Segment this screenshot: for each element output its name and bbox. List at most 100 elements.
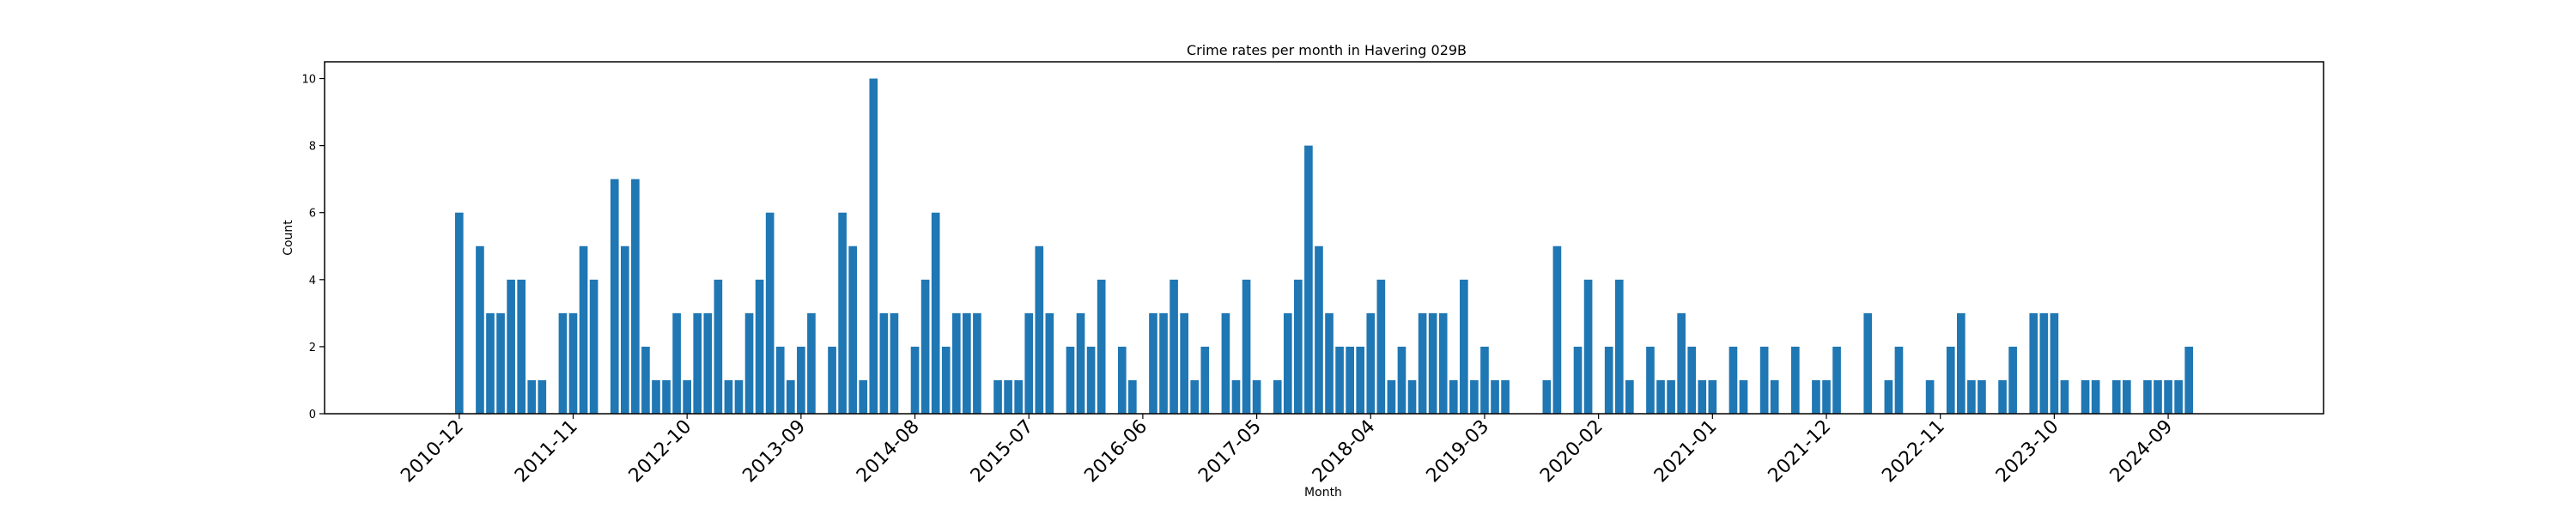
bar-2015-04 <box>993 379 1002 414</box>
bar-2018-01 <box>1335 346 1344 414</box>
bar-2012-03 <box>610 179 619 415</box>
bar-2023-11 <box>2060 379 2069 414</box>
bar-2018-09 <box>1418 312 1427 414</box>
bar-2024-01 <box>2081 379 2090 414</box>
bar-2020-08 <box>1656 379 1665 414</box>
bar-2014-12 <box>951 312 961 414</box>
bar-2020-01 <box>1583 279 1593 414</box>
bar-2017-12 <box>1325 312 1334 414</box>
bar-2024-04 <box>2111 379 2121 414</box>
bar-2015-06 <box>1014 379 1023 414</box>
bar-2021-06 <box>1759 346 1769 414</box>
bar-2016-11 <box>1190 379 1200 414</box>
y-axis-label: Count <box>282 220 295 256</box>
bar-2021-12 <box>1822 379 1831 414</box>
bar-2019-01 <box>1460 279 1468 414</box>
bar-2011-05 <box>507 279 515 414</box>
bar-2012-05 <box>631 179 640 415</box>
bar-2017-11 <box>1315 245 1323 414</box>
bar-2011-03 <box>486 312 495 414</box>
bar-2014-08 <box>910 346 920 414</box>
bar-2020-07 <box>1646 346 1655 414</box>
bar-2023-09 <box>2039 312 2049 414</box>
bars-group <box>454 78 2194 415</box>
bar-2021-07 <box>1770 379 1779 414</box>
bar-2010-12 <box>454 212 464 414</box>
bar-2020-11 <box>1687 346 1697 414</box>
bar-2011-07 <box>527 379 537 414</box>
bar-2024-07 <box>2143 379 2152 414</box>
bar-2018-05 <box>1376 279 1386 414</box>
bar-2016-05 <box>1128 379 1137 414</box>
bar-2012-09 <box>672 312 681 414</box>
bar-2024-10 <box>2174 379 2183 414</box>
bar-2018-08 <box>1407 379 1417 414</box>
bar-2014-11 <box>941 346 951 414</box>
bar-2021-03 <box>1728 346 1738 414</box>
bar-2013-02 <box>724 379 733 414</box>
bar-2020-04 <box>1614 279 1624 414</box>
y-tick-label-4: 4 <box>309 275 316 288</box>
bar-2021-11 <box>1812 379 1820 414</box>
bar-2021-04 <box>1739 379 1748 414</box>
bar-2022-01 <box>1832 346 1841 414</box>
bar-2019-10 <box>1552 245 1562 414</box>
bar-2014-02 <box>848 245 857 414</box>
bar-2018-07 <box>1397 346 1406 414</box>
bar-2024-02 <box>2091 379 2100 414</box>
bar-2020-09 <box>1667 379 1675 414</box>
bar-2023-03 <box>1978 379 1986 414</box>
bar-2017-09 <box>1294 279 1303 414</box>
bar-2017-04 <box>1242 279 1251 414</box>
bar-2013-05 <box>755 279 764 414</box>
bar-2013-12 <box>828 346 836 414</box>
bar-2016-08 <box>1159 312 1168 414</box>
bar-2011-11 <box>568 312 578 414</box>
bar-2018-02 <box>1346 346 1354 414</box>
bar-2018-03 <box>1356 346 1365 414</box>
chart-title: Crime rates per month in Havering 029B <box>1187 42 1467 58</box>
bar-2011-10 <box>558 312 568 414</box>
bar-2013-09 <box>797 346 805 414</box>
bar-2015-11 <box>1066 346 1075 414</box>
bar-2017-08 <box>1283 312 1292 414</box>
bar-2017-02 <box>1221 312 1230 414</box>
bar-2014-04 <box>869 78 878 415</box>
bar-2013-04 <box>744 312 754 414</box>
bar-2011-12 <box>579 245 588 414</box>
bar-2015-02 <box>973 312 981 414</box>
bar-2023-01 <box>1957 312 1965 414</box>
bar-2012-12 <box>703 312 713 414</box>
bar-2019-03 <box>1480 346 1489 414</box>
bar-2013-10 <box>807 312 816 414</box>
bar-2016-10 <box>1180 312 1188 414</box>
bar-2022-12 <box>1946 346 1955 414</box>
bar-2015-08 <box>1035 245 1044 414</box>
bar-2014-01 <box>838 212 847 414</box>
bar-2017-05 <box>1252 379 1261 414</box>
bar-2021-09 <box>1791 346 1800 414</box>
bar-2014-06 <box>890 312 899 414</box>
bar-2022-10 <box>1925 379 1935 414</box>
bar-2015-12 <box>1076 312 1085 414</box>
bar-2019-09 <box>1542 379 1552 414</box>
bar-2019-02 <box>1470 379 1479 414</box>
bar-2019-05 <box>1501 379 1510 414</box>
bar-2023-02 <box>1967 379 1976 414</box>
bar-2014-09 <box>920 279 930 414</box>
bar-2022-06 <box>1884 379 1893 414</box>
bar-2012-10 <box>683 379 691 414</box>
bar-2012-06 <box>641 346 650 414</box>
bar-2016-07 <box>1149 312 1157 414</box>
bar-2024-09 <box>2164 379 2172 414</box>
bar-2020-12 <box>1698 379 1707 414</box>
bar-2014-05 <box>879 312 889 414</box>
bar-2014-03 <box>859 379 868 414</box>
bar-2023-05 <box>1998 379 2007 414</box>
bar-2016-04 <box>1117 346 1127 414</box>
bar-2024-05 <box>2122 379 2131 414</box>
bar-2019-04 <box>1491 379 1499 414</box>
bar-2017-07 <box>1273 379 1282 414</box>
